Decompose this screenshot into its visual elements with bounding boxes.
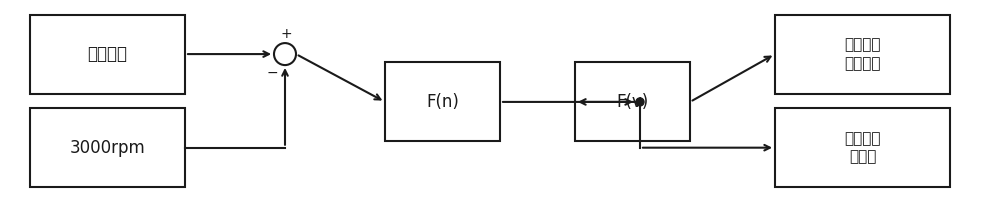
Bar (575, 62, 690, 141)
Text: F(v): F(v) (616, 93, 649, 111)
Text: 实际转速: 实际转速 (88, 45, 128, 63)
Text: −: − (266, 66, 278, 80)
Bar (385, 62, 500, 141)
Text: 3000rpm: 3000rpm (70, 139, 145, 157)
Circle shape (636, 98, 644, 106)
Text: F(n): F(n) (426, 93, 459, 111)
Bar (30, 108, 185, 187)
Bar (30, 15, 185, 94)
Text: 汽机调门
指令偏置: 汽机调门 指令偏置 (844, 37, 881, 71)
Bar (775, 15, 950, 94)
Bar (775, 108, 950, 187)
Text: 去相关控
制回路: 去相关控 制回路 (844, 131, 881, 165)
Text: +: + (280, 27, 292, 41)
